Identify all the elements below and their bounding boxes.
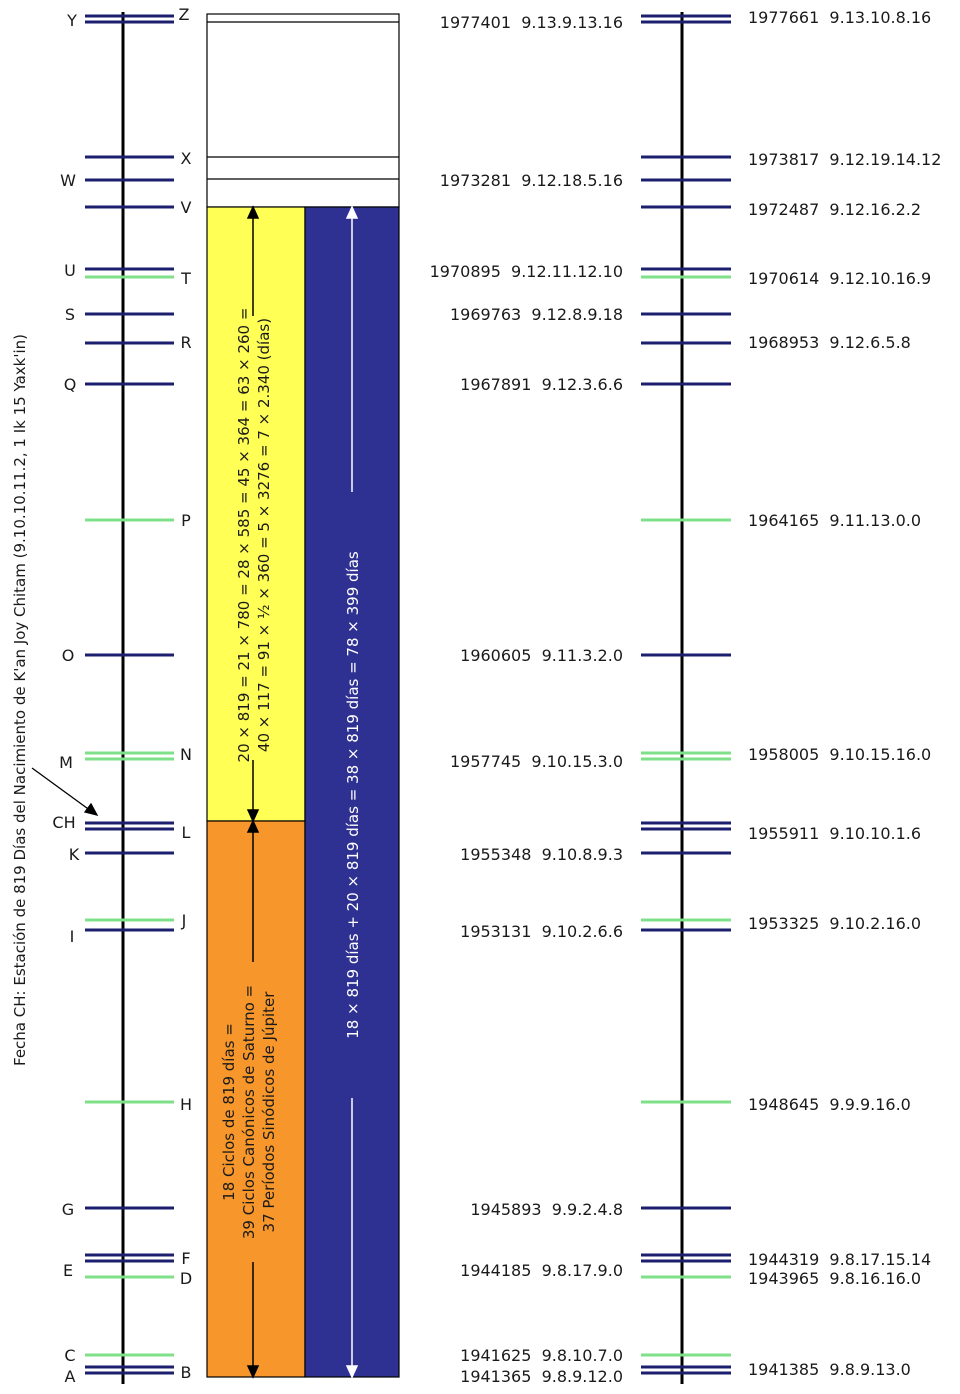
right-date-label: 1944319 9.8.17.15.14 <box>748 1250 931 1269</box>
left-mark-label-w: W <box>60 171 76 190</box>
side-title: Fecha CH: Estación de 819 Días del Nacim… <box>11 334 29 1066</box>
yellow-span-arrow <box>246 205 260 823</box>
right-date-label: 1941385 9.8.9.13.0 <box>748 1360 911 1379</box>
middle-date-label: 1973281 9.12.18.5.16 <box>440 171 623 190</box>
right-date-label: 1977661 9.13.10.8.16 <box>748 8 931 27</box>
orange-text-group: 18 Ciclos de 819 días = 39 Ciclos Canóni… <box>220 985 278 1239</box>
left-tick-0 <box>85 14 174 24</box>
yellow-equation-line1: 20 × 819 = 21 × 780 = 28 × 585 = 45 × 36… <box>235 308 253 763</box>
left-mark-label-a: A <box>65 1367 76 1386</box>
middle-date-label: 1945893 9.9.2.4.8 <box>470 1200 623 1219</box>
right-date-label: 1972487 9.12.16.2.2 <box>748 200 921 219</box>
middle-date-labels: 1977401 9.13.9.13.16 1973281 9.12.18.5.16… <box>430 13 623 1386</box>
left-mark-label-e: E <box>63 1261 73 1280</box>
left-mark-label-m: M <box>59 753 73 772</box>
left-tick-12 <box>85 821 174 831</box>
right-date-label: 1953325 9.10.2.16.0 <box>748 914 921 933</box>
middle-date-label: 1957745 9.10.15.3.0 <box>450 752 623 771</box>
left-mark-label-u: U <box>64 261 76 280</box>
left-mark-label-j: J <box>181 911 187 930</box>
orange-text-line2: 39 Ciclos Canónicos de Saturno = <box>240 985 258 1239</box>
left-mark-label-d: D <box>180 1269 192 1288</box>
ch-pointer-arrow <box>31 767 99 816</box>
left-mark-label-b: B <box>181 1363 192 1382</box>
left-mark-label-f: F <box>181 1249 190 1268</box>
left-mark-label-l: L <box>182 823 191 842</box>
right-date-labels: 1977661 9.13.10.8.16 1973817 9.12.19.14.1… <box>748 8 941 1379</box>
middle-date-label: 1969763 9.12.8.9.18 <box>450 305 623 324</box>
right-date-label: 1964165 9.11.13.0.0 <box>748 511 921 530</box>
left-axis-marks: Y Z X W V U T S R Q P O N M CH L K J I H G F E D C B A <box>52 5 192 1386</box>
middle-date-label: 1941625 9.8.10.7.0 <box>460 1346 623 1365</box>
left-mark-label-y: Y <box>66 11 77 30</box>
right-tick-11 <box>641 751 731 761</box>
right-date-label: 1948645 9.9.9.16.0 <box>748 1095 911 1114</box>
left-tick-21 <box>85 1365 174 1375</box>
right-date-label: 1973817 9.12.19.14.12 <box>748 150 941 169</box>
yellow-equation-group: 20 × 819 = 21 × 780 = 28 × 585 = 45 × 36… <box>235 308 273 763</box>
blue-text-group: 18 × 819 días + 20 × 819 días = 38 × 819… <box>344 551 362 1039</box>
middle-date-label: 1967891 9.12.3.6.6 <box>460 375 623 394</box>
left-mark-label-x: X <box>181 149 192 168</box>
orange-text-line3: 37 Períodos Sinódicos de Júpiter <box>260 991 278 1233</box>
left-mark-label-h: H <box>180 1095 192 1114</box>
right-axis-marks <box>641 14 731 1375</box>
right-date-label: 1968953 9.12.6.5.8 <box>748 333 911 352</box>
left-mark-label-r: R <box>180 333 191 352</box>
left-mark-label-o: O <box>62 646 75 665</box>
left-mark-label-i: I <box>70 927 75 946</box>
yellow-block <box>206 206 306 822</box>
right-date-label: 1958005 9.10.15.16.0 <box>748 745 931 764</box>
middle-date-label: 1960605 9.11.3.2.0 <box>460 646 623 665</box>
left-mark-label-v: V <box>181 198 192 217</box>
right-date-label: 1955911 9.10.10.1.6 <box>748 824 921 843</box>
left-mark-label-c: C <box>64 1346 75 1365</box>
right-tick-0 <box>641 14 731 24</box>
orange-text-line1: 18 Ciclos de 819 días = <box>220 1023 238 1201</box>
left-mark-label-ch: CH <box>52 813 75 832</box>
left-mark-label-z: Z <box>179 5 190 24</box>
left-mark-label-p: P <box>181 511 191 530</box>
yellow-equation-line2: 40 × 117 = 91 × ½ × 360 = 5 × 3276 = 7 ×… <box>255 318 273 752</box>
left-mark-label-g: G <box>62 1200 74 1219</box>
blue-span-arrow <box>345 205 359 1379</box>
left-mark-label-s: S <box>65 305 75 324</box>
blue-equation-text: 18 × 819 días + 20 × 819 días = 38 × 819… <box>344 551 362 1039</box>
right-tick-18 <box>641 1253 731 1263</box>
right-date-label: 1943965 9.8.16.16.0 <box>748 1269 921 1288</box>
top-white-block <box>206 13 400 208</box>
left-tick-11 <box>85 751 174 761</box>
middle-date-label: 1941365 9.8.9.12.0 <box>460 1367 623 1386</box>
left-mark-label-q: Q <box>64 375 77 394</box>
orange-span-arrow <box>246 819 260 1379</box>
left-mark-label-k: K <box>69 845 80 864</box>
middle-date-label: 1977401 9.13.9.13.16 <box>440 13 623 32</box>
right-tick-21 <box>641 1365 731 1375</box>
side-title-group: Fecha CH: Estación de 819 Días del Nacim… <box>11 334 29 1066</box>
middle-date-label: 1955348 9.10.8.9.3 <box>460 845 623 864</box>
orange-block <box>206 820 306 1378</box>
left-mark-label-t: T <box>180 269 191 288</box>
right-tick-12 <box>641 821 731 831</box>
left-tick-18 <box>85 1253 174 1263</box>
middle-date-label: 1970895 9.12.11.12.10 <box>430 262 623 281</box>
middle-date-label: 1953131 9.10.2.6.6 <box>460 922 623 941</box>
left-mark-label-n: N <box>180 745 192 764</box>
middle-date-label: 1944185 9.8.17.9.0 <box>460 1261 623 1280</box>
right-date-label: 1970614 9.12.10.16.9 <box>748 269 931 288</box>
